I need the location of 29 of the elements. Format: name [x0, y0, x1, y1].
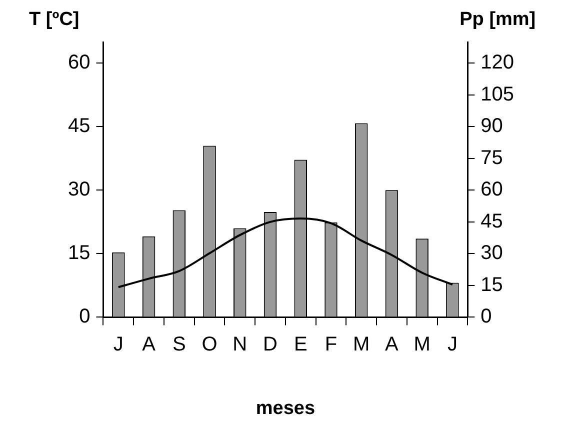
y-tick-label: 45 [68, 115, 90, 138]
y2-tick-label: 0 [480, 306, 492, 328]
x-tick-label: E [294, 334, 308, 356]
y2-axis-title: Pp [mm] [460, 9, 536, 30]
y2-tick-label: 120 [480, 52, 514, 74]
x-tick-label: A [385, 334, 400, 356]
y2-tick-label: 45 [480, 210, 503, 232]
y2-tick-label: 15 [480, 274, 503, 296]
y-tick-label: 30 [68, 178, 90, 201]
x-tick-label: O [202, 334, 218, 356]
y2-tick-label: 75 [480, 146, 503, 169]
x-tick-label: M [353, 334, 370, 356]
x-tick-label: D [263, 334, 278, 356]
y-tick-label: 15 [68, 242, 90, 264]
y-tick-label: 0 [79, 306, 90, 328]
x-axis-title: meses [256, 398, 316, 419]
y2-tick-label: 60 [480, 178, 503, 201]
y-axis-title: T [ºC] [29, 9, 80, 30]
x-tick-label: J [447, 334, 458, 356]
x-tick-label: S [172, 334, 186, 356]
y2-tick-label: 90 [480, 115, 503, 138]
y2-tick-label: 30 [480, 242, 503, 264]
y-tick-label: 60 [68, 52, 90, 74]
x-tick-label: A [142, 334, 156, 356]
x-tick-label: J [113, 334, 124, 356]
x-tick-label: F [324, 334, 338, 356]
x-tick-label: M [414, 334, 430, 356]
x-tick-label: N [232, 334, 248, 356]
y2-tick-label: 105 [480, 83, 514, 106]
